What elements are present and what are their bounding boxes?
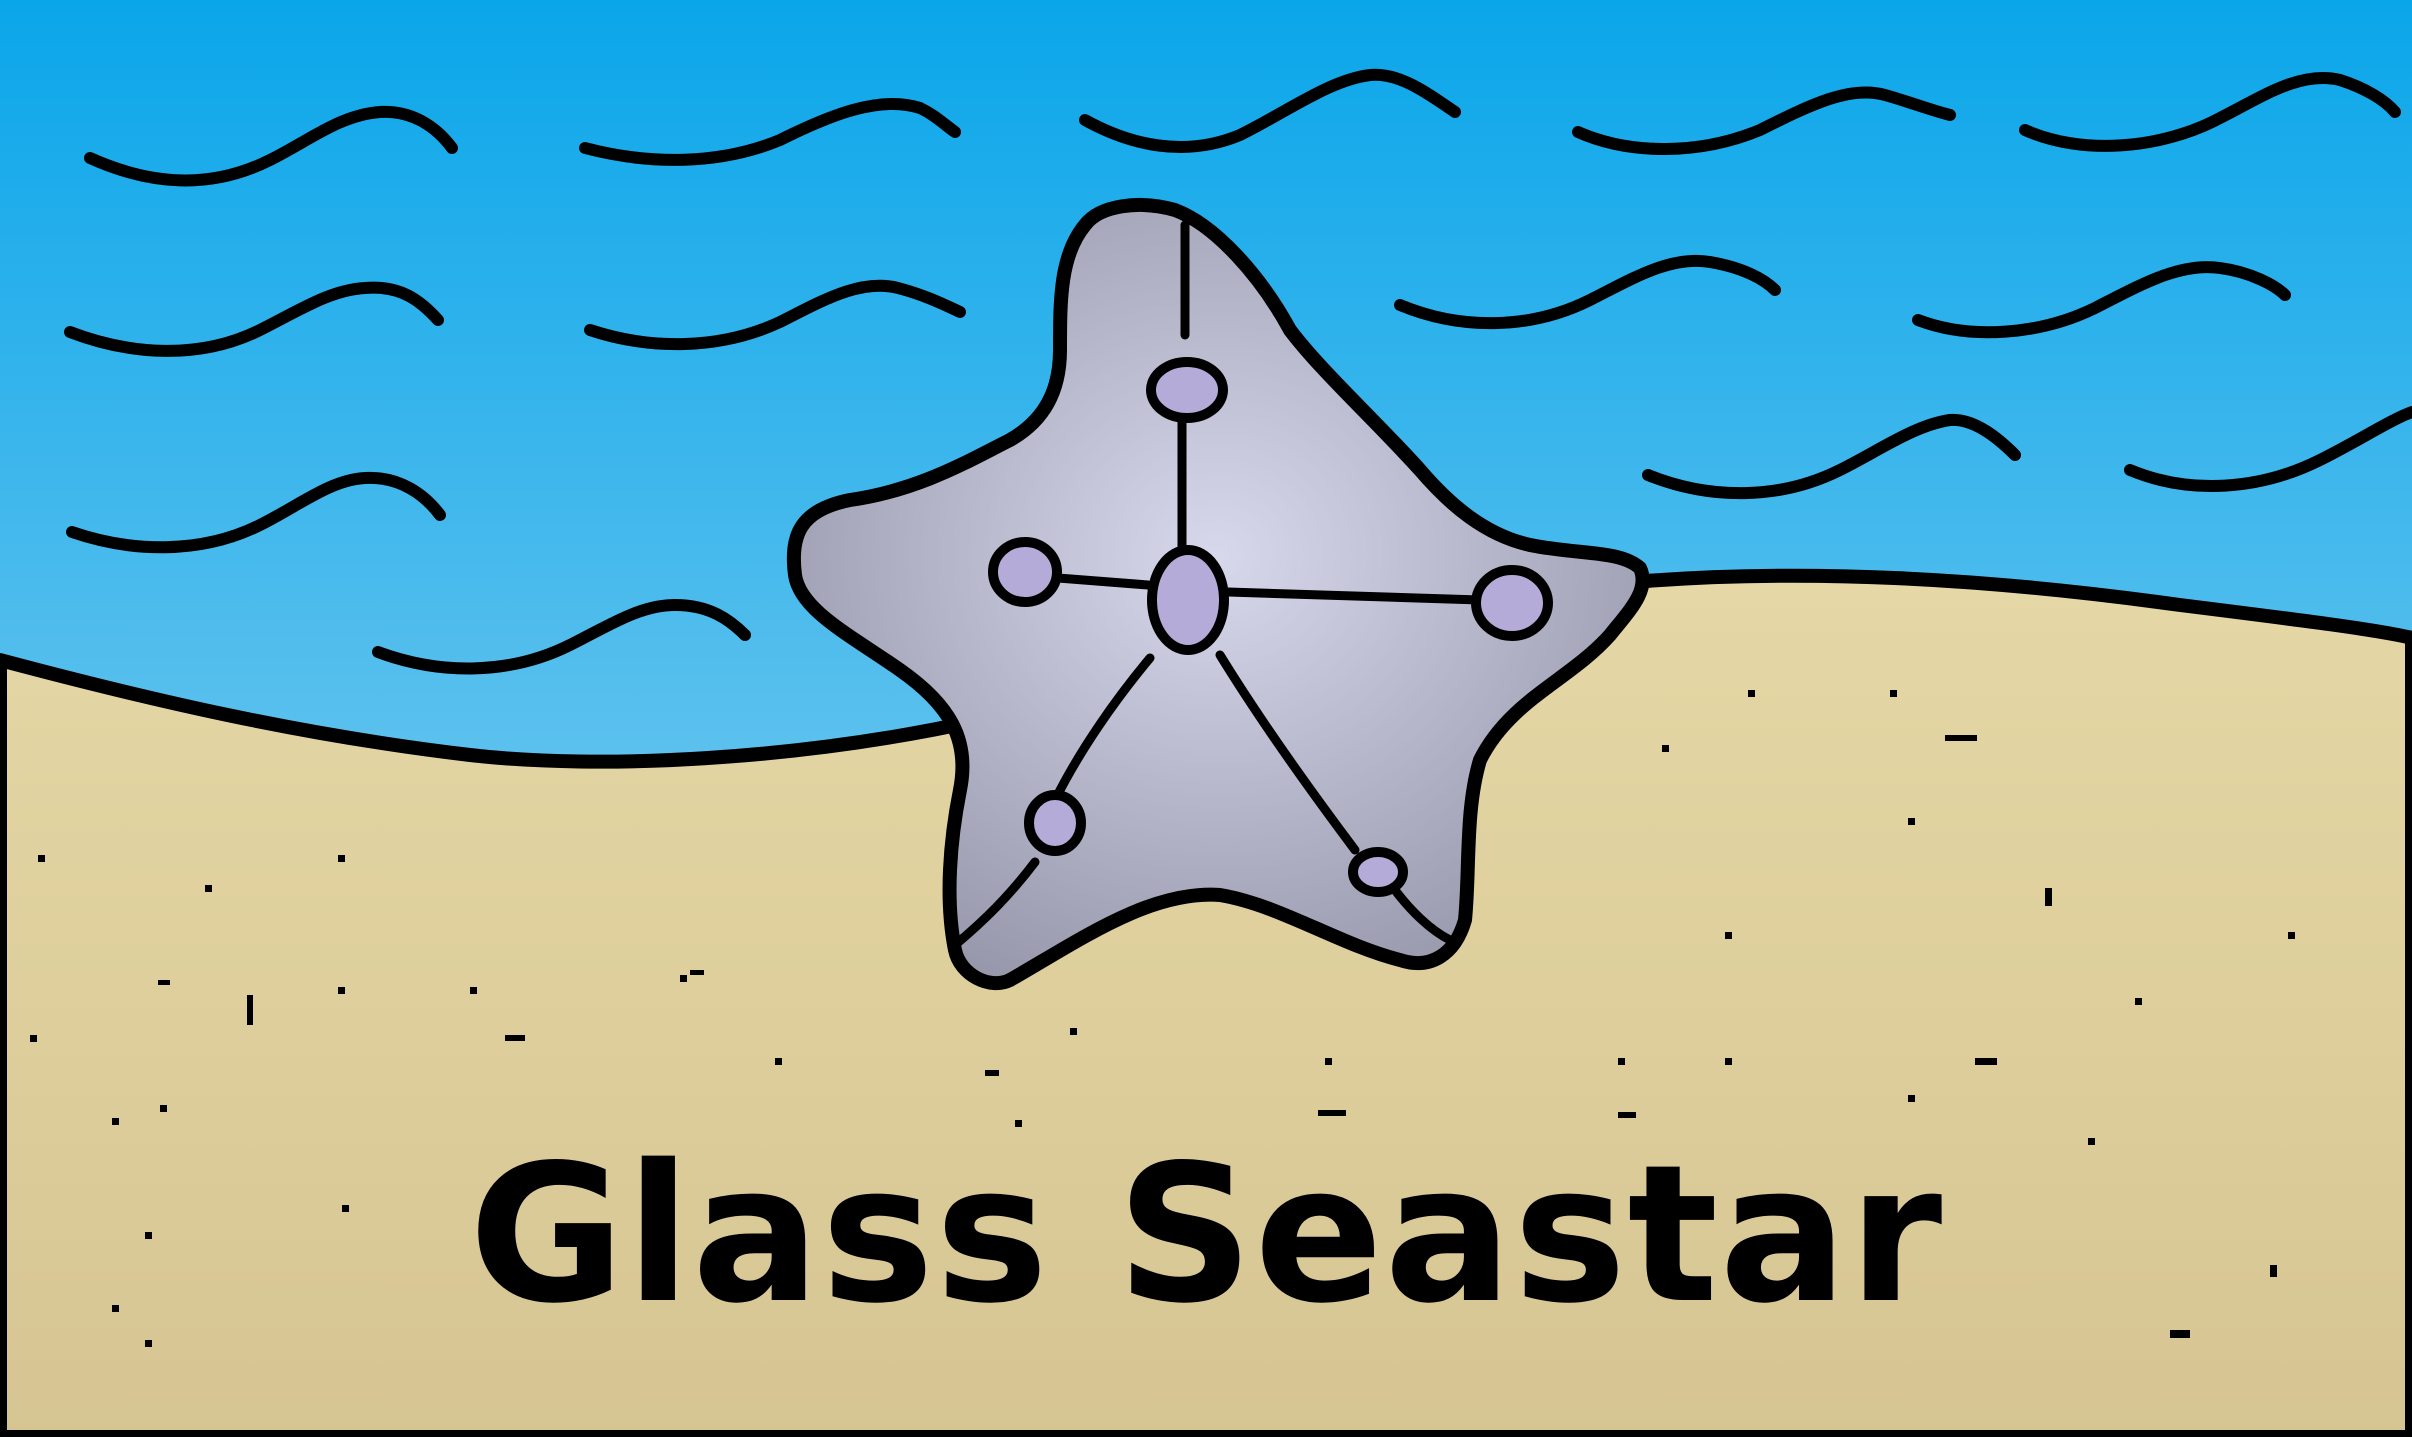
wave	[66, 471, 446, 554]
seastar-arm-top	[1177, 220, 1190, 553]
sand-grains-icon	[30, 690, 2295, 1347]
tube-foot	[988, 537, 1062, 607]
wave	[1642, 413, 2021, 500]
wave	[1572, 86, 1956, 155]
tube-foot	[1471, 565, 1553, 641]
seastar-icon	[786, 198, 1650, 991]
seastar-arm-left	[1053, 573, 1153, 590]
wave	[84, 105, 458, 187]
wave	[1912, 261, 2291, 339]
wave	[64, 281, 444, 357]
wave	[2124, 406, 2412, 492]
wave	[1394, 254, 1781, 330]
page-title: Glass Seastar	[468, 1124, 1944, 1345]
tube-foot	[1348, 847, 1408, 897]
tube-foot	[1147, 545, 1229, 655]
wave	[2019, 71, 2401, 152]
wave	[1079, 68, 1461, 153]
wave	[584, 279, 966, 351]
seastar-arm-lower-right	[1215, 650, 1455, 945]
tube-foot	[1146, 357, 1228, 423]
tube-foot	[1024, 790, 1086, 856]
seastar-arm-right	[1223, 587, 1485, 605]
waves-icon	[64, 68, 2412, 675]
seastar-arm-lower-left	[950, 653, 1155, 950]
wave	[579, 97, 961, 166]
wave	[372, 599, 751, 675]
